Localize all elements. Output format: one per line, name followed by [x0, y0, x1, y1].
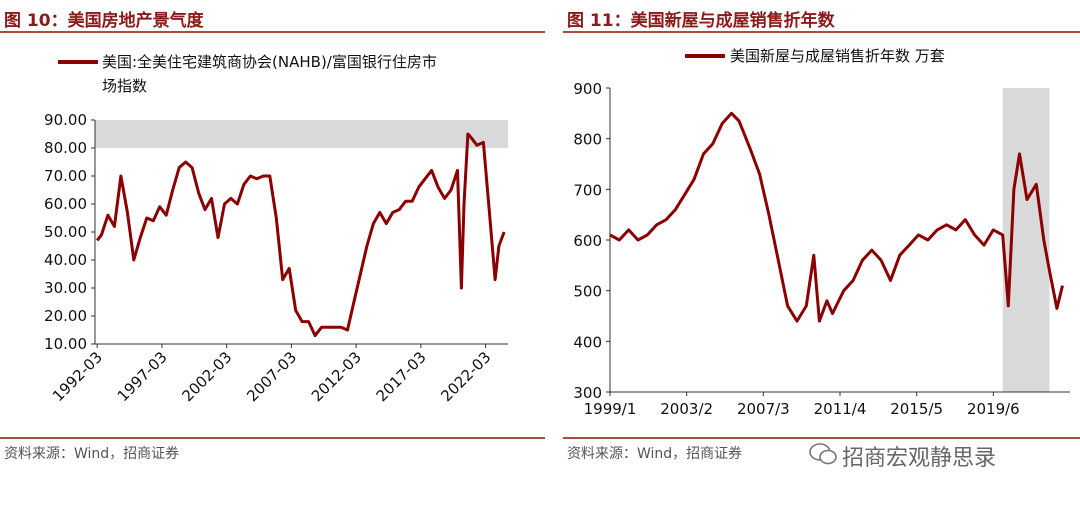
x-tick-label: 2022-03: [437, 348, 494, 405]
figure-title: 图 11：美国新屋与成屋销售折年数: [567, 11, 835, 31]
y-tick-label: 50.00: [44, 223, 87, 241]
x-tick-label: 2007-03: [243, 348, 300, 405]
chart-panel-left: 图 10：美国房地产景气度 美国:全美住宅建筑商协会(NAHB)/富国银行住房市…: [0, 0, 545, 470]
y-tick-label: 30.00: [44, 279, 87, 297]
y-tick-label: 80.00: [44, 139, 87, 157]
title-rule: [563, 31, 1080, 33]
y-tick-label: 70.00: [44, 167, 87, 185]
figure-title: 图 10：美国房地产景气度: [4, 11, 204, 31]
x-tick-label: 2012-03: [308, 348, 365, 405]
x-tick-label: 2002-03: [178, 348, 235, 405]
x-tick-label: 2017-03: [373, 348, 430, 405]
wechat-icon: [809, 443, 837, 465]
y-tick-label: 40.00: [44, 251, 87, 269]
source-rule: [563, 437, 1080, 439]
legend-label: 场指数: [102, 77, 147, 95]
y-tick-label: 10.00: [44, 335, 87, 353]
series-line: [609, 111, 1064, 323]
y-tick-label: 600: [573, 232, 602, 250]
y-tick-label: 90.00: [44, 111, 87, 129]
x-tick-label: 2003/2: [660, 400, 713, 418]
y-tick-label: 700: [573, 181, 602, 199]
chart-panel-right: 图 11：美国新屋与成屋销售折年数 美国新屋与成屋销售折年数 万套 900 800 7…: [563, 0, 1080, 470]
x-tick-label: 2015/5: [890, 400, 943, 418]
x-tick-label: 1999/1: [584, 400, 637, 418]
source-note: 资料来源：Wind，招商证券: [567, 446, 743, 462]
y-tick-label: 20.00: [44, 307, 87, 325]
y-tick-label: 800: [573, 131, 602, 149]
x-tick-label: 2007/3: [737, 400, 790, 418]
y-tick-label: 900: [573, 80, 602, 98]
source-rule: [0, 437, 545, 439]
legend-label: 美国:全美住宅建筑商协会(NAHB)/富国银行住房市: [102, 53, 437, 71]
y-tick-label: 300: [573, 384, 602, 402]
y-tick-label: 400: [573, 333, 602, 351]
title-rule: [0, 31, 545, 33]
x-tick-label: 2011/4: [814, 400, 867, 418]
x-tick-label: 1997-03: [114, 348, 171, 405]
shaded-band: [95, 120, 508, 148]
series-line: [96, 132, 506, 338]
watermark-text: 招商宏观静思录: [842, 446, 997, 471]
y-tick-label: 60.00: [44, 195, 87, 213]
source-note: 资料来源：Wind，招商证券: [4, 446, 180, 462]
y-tick-label: 500: [573, 283, 602, 301]
legend-label: 美国新屋与成屋销售折年数 万套: [730, 47, 945, 65]
x-tick-label: 1992-03: [49, 348, 106, 405]
x-tick-label: 2019/6: [967, 400, 1020, 418]
line-chart-home-sales: 美国新屋与成屋销售折年数 万套 900 800 700 600 500 400 3001999…: [573, 47, 1070, 418]
